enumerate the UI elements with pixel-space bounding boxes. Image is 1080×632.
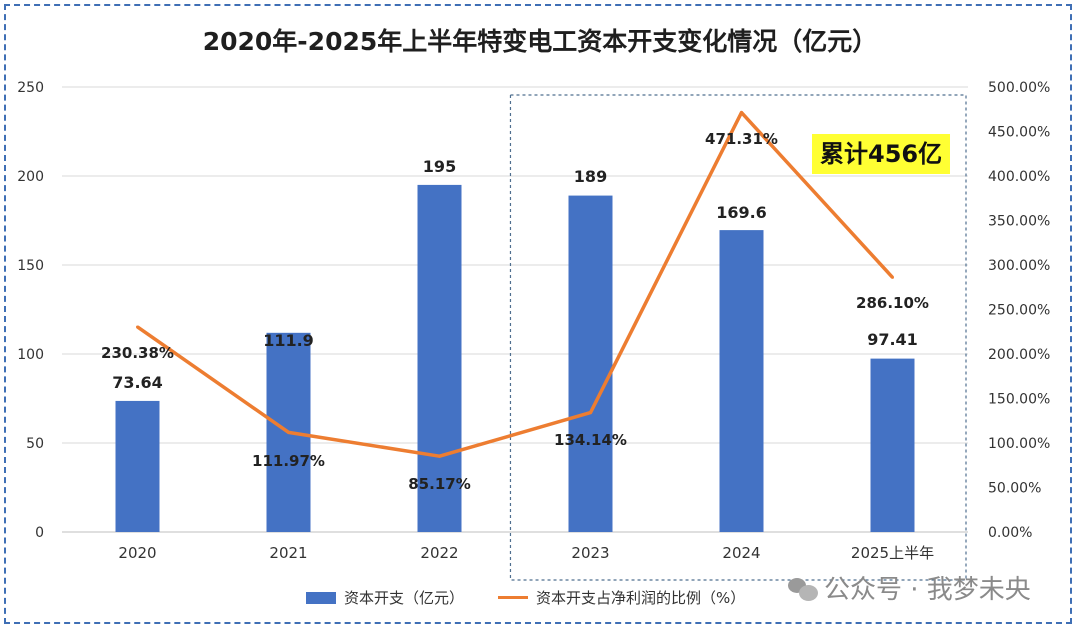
bar: [115, 400, 160, 532]
chart-title: 2020年-2025年上半年特变电工资本开支变化情况（亿元）: [202, 27, 878, 56]
x-tick-label: 2023: [571, 544, 609, 562]
legend-swatch-line: [498, 596, 528, 599]
ratio-point: [740, 111, 743, 115]
x-tick-label: 2021: [269, 544, 307, 562]
legend-label-bar: 资本开支（亿元）: [344, 589, 465, 607]
bar-value-label: 189: [574, 167, 607, 186]
x-tick-label: 2025上半年: [851, 544, 934, 562]
y-right-tick-label: 300.00%: [988, 258, 1050, 274]
bar: [870, 358, 915, 532]
y-right-tick-label: 450.00%: [988, 125, 1050, 141]
bar: [719, 230, 764, 532]
line-value-label: 471.31%: [705, 130, 778, 148]
y-right-tick-label: 50.00%: [988, 481, 1041, 497]
x-tick-label: 2020: [118, 544, 156, 562]
cumulative-callout: 累计456亿: [812, 134, 951, 174]
line-value-label: 111.97%: [252, 452, 325, 470]
y-left-tick-label: 0: [35, 525, 44, 541]
y-right-tick-label: 200.00%: [988, 347, 1050, 363]
ratio-point: [589, 411, 592, 415]
y-left-tick-label: 100: [17, 347, 44, 363]
y-right-tick-label: 350.00%: [988, 214, 1050, 230]
y-left-tick-label: 200: [17, 169, 44, 185]
y-right-tick-label: 100.00%: [988, 436, 1050, 452]
bar-value-label: 73.64: [112, 373, 163, 392]
bar: [417, 184, 462, 532]
watermark: 公众号 · 我梦未央: [788, 570, 1031, 610]
line-value-label: 134.14%: [554, 431, 627, 449]
legend-label-line: 资本开支占净利润的比例（%）: [536, 589, 746, 607]
legend: 资本开支（亿元） 资本开支占净利润的比例（%）: [0, 585, 1080, 611]
ratio-point: [891, 275, 894, 279]
ratio-point: [136, 325, 139, 329]
y-right-tick-label: 500.00%: [988, 80, 1050, 96]
y-right-tick-label: 0.00%: [988, 525, 1032, 541]
line-value-label: 85.17%: [408, 475, 470, 493]
legend-swatch-bar: [306, 592, 336, 604]
y-left-tick-label: 50: [26, 436, 44, 452]
line-value-label: 286.10%: [856, 294, 929, 312]
y-right-tick-label: 150.00%: [988, 392, 1050, 408]
bar-value-label: 195: [423, 157, 456, 176]
ratio-point: [287, 430, 290, 434]
y-left-tick-label: 150: [17, 258, 44, 274]
bar-value-label: 97.41: [867, 330, 918, 349]
ratio-line: [136, 110, 894, 458]
x-tick-label: 2024: [722, 544, 760, 562]
watermark-text: 公众号 · 我梦未央: [824, 575, 1031, 605]
bar-value-label: 111.9: [263, 331, 314, 350]
bar: [568, 195, 613, 532]
line-value-label: 230.38%: [101, 344, 174, 362]
y-right-tick-label: 250.00%: [988, 303, 1050, 319]
wechat-icon: [788, 576, 818, 602]
y-left-tick-label: 250: [17, 80, 44, 96]
ratio-point: [438, 454, 441, 458]
x-tick-label: 2022: [420, 544, 458, 562]
y-right-tick-label: 400.00%: [988, 169, 1050, 185]
bar-value-label: 169.6: [716, 203, 767, 222]
highlight-box: [509, 94, 967, 581]
